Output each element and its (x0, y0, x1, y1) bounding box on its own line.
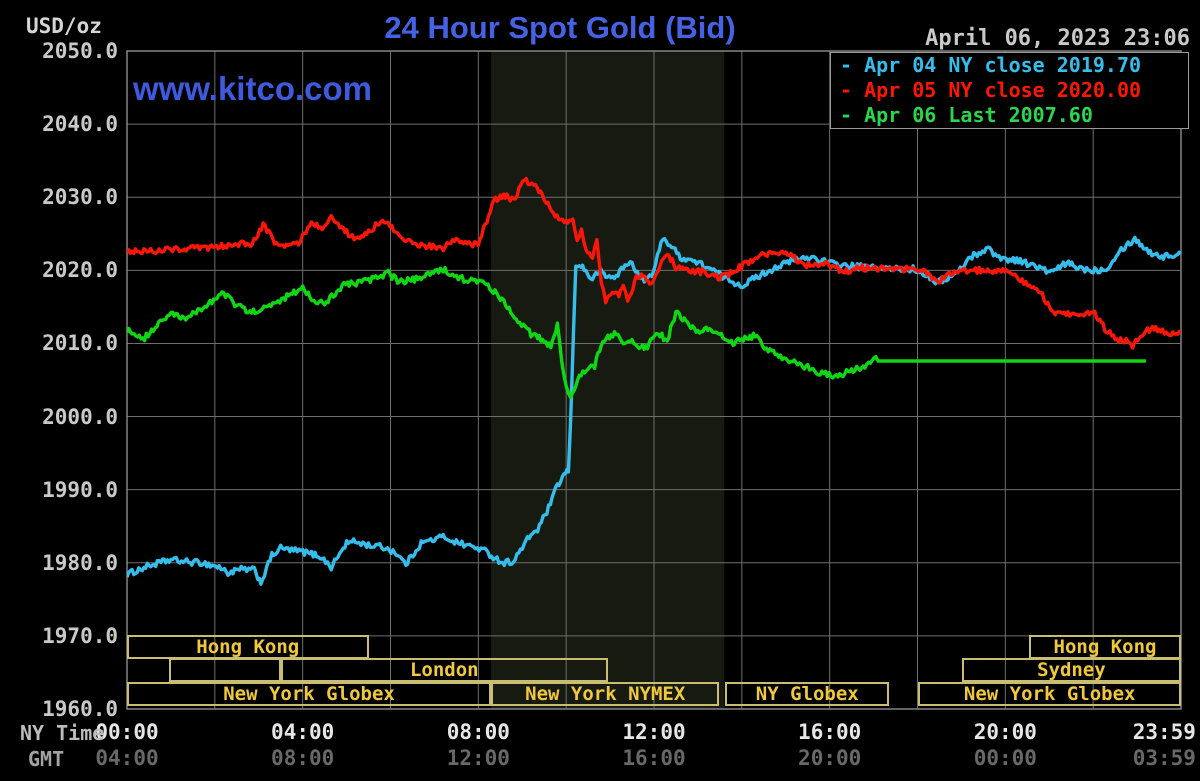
gmt-tick: 04:00 (95, 746, 159, 770)
legend-box: - Apr 04 NY close 2019.70 - Apr 05 NY cl… (830, 52, 1189, 129)
y-tick-label: 1970.0 (42, 623, 118, 648)
ny-time-caption: NY Time (20, 721, 105, 745)
gmt-tick: 00:00 (973, 746, 1037, 770)
y-tick-label: 2000.0 (42, 404, 118, 429)
session-bar-hong-kong: Hong Kong (127, 635, 369, 659)
ny-time-tick: 20:00 (973, 720, 1037, 744)
units-label: USD/oz (26, 14, 102, 38)
gmt-caption: GMT (28, 747, 65, 771)
datetime-label: April 06, 2023 23:06 (925, 26, 1190, 51)
session-bar-new-york-nymex: New York NYMEX (491, 682, 720, 706)
y-tick-label: 2010.0 (42, 331, 118, 356)
ny-time-tick: 00:00 (95, 720, 159, 744)
plot-border (126, 50, 1182, 710)
legend-item-apr05: - Apr 05 NY close 2020.00 (840, 78, 1142, 102)
nymex-session-band (491, 51, 725, 709)
y-tick-label: 1960.0 (42, 697, 118, 721)
ny-time-tick: 23:59 (1132, 720, 1196, 744)
chart-title: 24 Hour Spot Gold (Bid) (384, 10, 736, 45)
series-line-apr-04-ny-close (127, 235, 1181, 586)
session-bar-unlabeled (169, 658, 281, 682)
session-bar-ny-globex: NY Globex (725, 682, 890, 706)
kitco-watermark-link[interactable]: www.kitco.com (133, 70, 372, 107)
y-tick-label: 2030.0 (42, 185, 118, 210)
session-bar-london: London (280, 658, 608, 682)
y-tick-label: 2040.0 (42, 112, 118, 137)
gmt-tick: 20:00 (798, 746, 862, 770)
ny-time-tick: 04:00 (271, 720, 335, 744)
y-tick-label: 1990.0 (42, 477, 118, 502)
y-tick-label: 2020.0 (42, 258, 118, 283)
session-bar-new-york-globex: New York Globex (127, 682, 492, 706)
y-tick-label: 2050.0 (42, 39, 118, 63)
session-bar-new-york-globex: New York Globex (918, 682, 1181, 706)
session-bar-hong-kong: Hong Kong (1029, 635, 1181, 659)
ny-time-tick: 12:00 (622, 720, 686, 744)
ny-time-tick: 08:00 (446, 720, 510, 744)
legend-item-apr04: - Apr 04 NY close 2019.70 (840, 53, 1142, 77)
series-line-apr-05-ny-close (127, 176, 1181, 350)
legend-item-apr06: - Apr 06 Last 2007.60 (840, 103, 1093, 127)
gmt-tick: 12:00 (446, 746, 510, 770)
gmt-tick: 16:00 (622, 746, 686, 770)
ny-time-tick: 16:00 (798, 720, 862, 744)
session-bar-sydney: Sydney (961, 658, 1181, 682)
y-tick-label: 1980.0 (42, 550, 118, 575)
series-line-apr-06-last (127, 265, 1146, 400)
gmt-tick: 03:59 (1132, 746, 1196, 770)
gmt-tick: 08:00 (271, 746, 335, 770)
